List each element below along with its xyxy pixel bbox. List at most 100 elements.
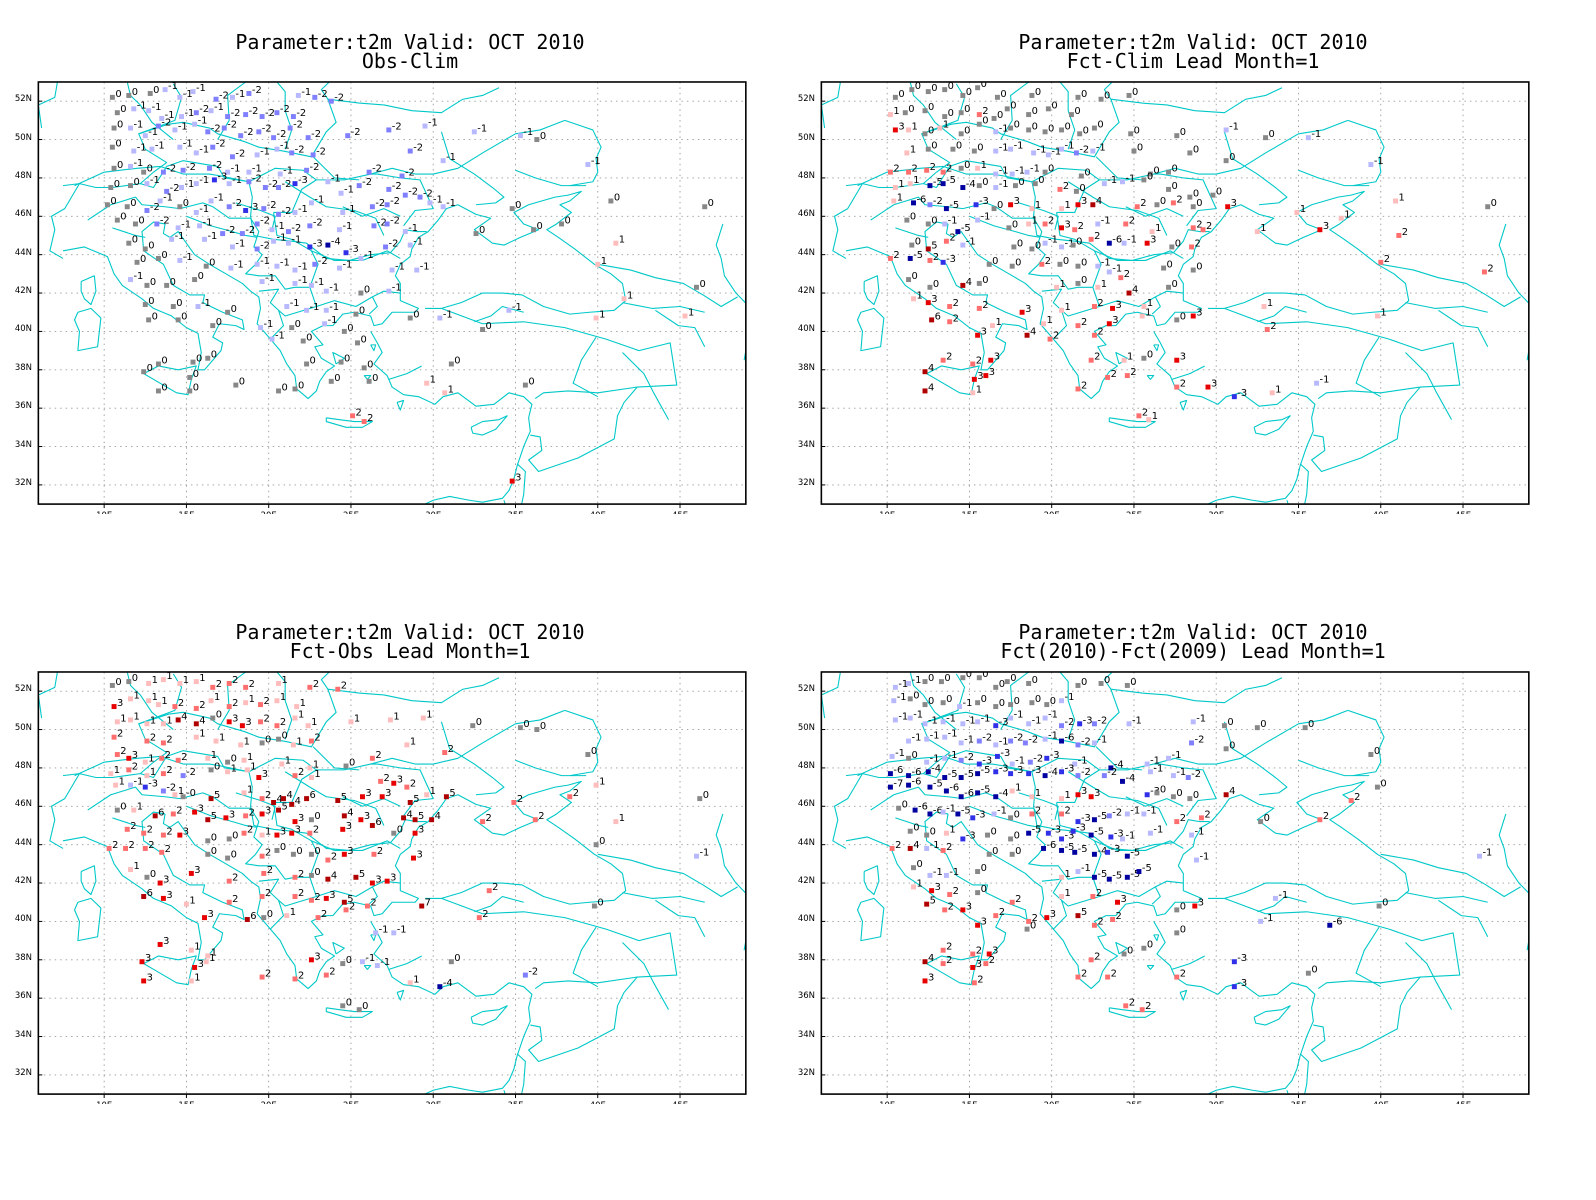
station-label: -6 <box>949 782 959 793</box>
station-square <box>621 296 627 302</box>
station-marker: -1 <box>1477 848 1492 859</box>
station-label: -1 <box>163 192 173 203</box>
station-label: 1 <box>913 175 919 186</box>
station-marker: -6 <box>912 802 928 813</box>
station-marker: 2 <box>1317 811 1329 822</box>
station-label: 2 <box>989 955 995 966</box>
station-marker: 0 <box>1042 123 1054 134</box>
station-label: 0 <box>1193 189 1199 200</box>
station-label: -2 <box>1079 144 1089 155</box>
lat-tick-label: 52N <box>797 94 815 105</box>
station-marker: 3 <box>1059 219 1071 230</box>
station-marker: 0 <box>340 997 352 1008</box>
station-marker: 3 <box>177 827 189 838</box>
station-marker: 3 <box>975 917 987 928</box>
station-label: 0 <box>913 823 919 834</box>
station-label: 0 <box>231 304 237 315</box>
lat-tick-label: 46N <box>797 799 815 810</box>
station-label: 1 <box>1147 298 1153 309</box>
station-marker: 5 <box>208 790 220 801</box>
station-marker: 2 <box>159 844 171 855</box>
station-label: -2 <box>226 225 236 236</box>
station-square <box>476 915 482 921</box>
station-label: -6 <box>918 802 928 813</box>
station-marker: -1 <box>128 158 143 169</box>
station-marker: 1 <box>1054 279 1066 290</box>
station-square <box>261 915 267 921</box>
station-label: -4 <box>1125 773 1135 784</box>
station-square <box>1166 284 1172 290</box>
station-marker: -1 <box>924 840 940 851</box>
station-label: 0 <box>928 673 934 684</box>
station-square <box>1161 265 1167 271</box>
station-marker: -3 <box>243 202 258 213</box>
station-marker: 0 <box>1174 924 1186 935</box>
station-marker: 3 <box>139 953 151 964</box>
lon-tick-label: 15E <box>178 510 194 514</box>
station-square <box>1091 851 1097 857</box>
station-square <box>233 382 239 388</box>
station-square <box>157 198 163 204</box>
station-square <box>190 359 196 365</box>
station-square <box>258 702 263 708</box>
station-marker: 2 <box>193 700 206 711</box>
station-marker: -3 <box>1044 750 1060 761</box>
station-label: 3 <box>385 788 391 799</box>
station-square <box>364 903 370 909</box>
station-marker: 0 <box>942 82 954 92</box>
station-square <box>1121 951 1127 957</box>
station-marker: 3 <box>274 827 286 838</box>
station-square <box>175 225 181 231</box>
lat-tick-label: 32N <box>797 477 815 488</box>
station-square <box>1124 874 1130 880</box>
station-label: 0 <box>1134 125 1140 136</box>
station-label: -2 <box>232 198 242 209</box>
station-square <box>991 811 997 817</box>
station-square <box>131 148 137 154</box>
station-square <box>193 210 199 215</box>
station-marker: -2 <box>369 198 385 209</box>
station-square <box>402 229 408 235</box>
station-marker: 0 <box>343 758 355 769</box>
station-label: -1 <box>201 298 211 309</box>
station-square <box>188 947 194 953</box>
station-label: 3 <box>1231 198 1237 209</box>
station-marker: 1 <box>146 675 158 686</box>
station-square <box>142 845 148 851</box>
station-square <box>379 794 385 800</box>
station-marker: 1 <box>1269 384 1281 395</box>
station-square <box>1374 784 1380 790</box>
station-marker: -1 <box>427 194 443 205</box>
station-label: 0 <box>216 710 222 721</box>
station-label: 0 <box>347 323 353 334</box>
station-marker: 0 <box>924 827 936 838</box>
station-marker: 1 <box>144 715 156 726</box>
station-label: 1 <box>280 692 286 703</box>
station-marker: 2 <box>261 865 273 876</box>
station-label: 0 <box>211 832 217 843</box>
station-square <box>975 85 981 91</box>
station-square <box>307 223 313 229</box>
station-marker: 0 <box>1029 87 1041 98</box>
station-marker: -1 <box>892 679 908 690</box>
station-square <box>287 125 293 131</box>
station-marker: 1 <box>305 717 317 728</box>
station-marker: 3 <box>1088 788 1100 799</box>
station-square <box>177 204 183 210</box>
station-marker: 2 <box>940 352 952 363</box>
station-square <box>1170 200 1176 206</box>
station-label: 0 <box>161 382 167 393</box>
station-square <box>613 819 619 825</box>
station-square <box>353 874 359 880</box>
station-square <box>417 194 423 200</box>
station-square <box>243 112 249 118</box>
station-square <box>341 813 347 819</box>
station-label: 0 <box>982 670 988 680</box>
station-label: -2 <box>1081 736 1091 747</box>
station-marker: -2 <box>285 223 301 234</box>
station-marker: 0 <box>1131 143 1143 154</box>
station-label: -5 <box>1032 825 1042 836</box>
station-label: -1 <box>214 192 224 203</box>
station-marker: 2 <box>123 840 135 851</box>
station-square <box>1042 169 1048 175</box>
